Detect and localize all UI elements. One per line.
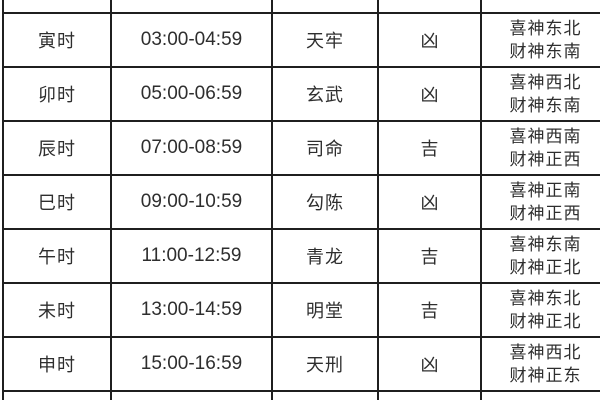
deity-cell: 勾陈 [273,176,379,228]
luck-cell: 吉 [379,284,482,336]
time-range-cell [112,0,273,12]
time-range-cell [112,392,273,400]
deity-cell [273,0,379,12]
hour-cell [4,392,112,400]
time-range-cell: 09:00-10:59 [112,176,273,228]
caishen-label: 财神东南 [509,42,582,61]
time-range-cell: 05:00-06:59 [112,68,273,120]
deity-cell: 玄武 [273,68,379,120]
luck-cell: 凶 [379,338,482,390]
caishen-label: 财神东南 [509,96,582,115]
table-row: 申时 15:00-16:59 天刑 凶 喜神西北 财神正东 [4,338,600,392]
hour-cell: 卯时 [4,68,112,120]
hour-cell [4,0,112,12]
xishen-label: 喜神西北 [509,73,582,92]
table-row: 巳时 09:00-10:59 勾陈 凶 喜神正南 财神正西 [4,176,600,230]
time-range-cell: 11:00-12:59 [112,230,273,282]
directions-cell: 喜神西南 [482,392,600,400]
caishen-label: 财神正北 [509,312,582,331]
luck-cell: 凶 [379,68,482,120]
xishen-label: 喜神东北 [509,19,582,38]
time-range-cell: 07:00-08:59 [112,122,273,174]
table-row: 寅时 03:00-04:59 天牢 凶 喜神东北 财神东南 [4,14,600,68]
directions-cell: 喜神西北 财神正东 [482,338,600,390]
xishen-label: 喜神西南 [509,127,582,146]
deity-cell [273,392,379,400]
hour-cell: 巳时 [4,176,112,228]
caishen-label: 财神正西 [509,150,582,169]
deity-cell: 司命 [273,122,379,174]
xishen-label: 喜神东北 [509,289,582,308]
hour-cell: 辰时 [4,122,112,174]
directions-cell: 喜神东南 财神正北 [482,230,600,282]
luck-cell [379,392,482,400]
luck-cell: 吉 [379,122,482,174]
time-range-cell: 13:00-14:59 [112,284,273,336]
deity-cell: 天牢 [273,14,379,66]
deity-cell: 明堂 [273,284,379,336]
directions-cell: 喜神东北 财神东南 [482,14,600,66]
table-row: 喜神西南 [4,392,600,400]
xishen-label: 喜神东南 [509,235,582,254]
directions-cell: 喜神西北 财神东南 [482,68,600,120]
luck-cell: 凶 [379,176,482,228]
luck-cell: 吉 [379,230,482,282]
deity-cell: 天刑 [273,338,379,390]
luck-cell [379,0,482,12]
hour-cell: 午时 [4,230,112,282]
table-row: 午时 11:00-12:59 青龙 吉 喜神东南 财神正北 [4,230,600,284]
caishen-label: 财神正西 [509,204,582,223]
table-row: 辰时 07:00-08:59 司命 吉 喜神西南 财神正西 [4,122,600,176]
time-range-cell: 15:00-16:59 [112,338,273,390]
directions-cell: 喜神东北 财神正北 [482,284,600,336]
deity-cell: 青龙 [273,230,379,282]
xishen-label: 喜神正南 [509,181,582,200]
table-row: 财神正南 [4,0,600,14]
directions-cell: 喜神正南 财神正西 [482,176,600,228]
hour-cell: 寅时 [4,14,112,66]
luck-cell: 凶 [379,14,482,66]
hour-cell: 申时 [4,338,112,390]
caishen-label: 财神正北 [509,258,582,277]
table-row: 未时 13:00-14:59 明堂 吉 喜神东北 财神正北 [4,284,600,338]
directions-cell: 财神正南 [482,0,600,12]
xishen-label: 喜神西北 [509,343,582,362]
caishen-label: 财神正东 [509,366,582,385]
table-row: 卯时 05:00-06:59 玄武 凶 喜神西北 财神东南 [4,68,600,122]
time-range-cell: 03:00-04:59 [112,14,273,66]
hour-cell: 未时 [4,284,112,336]
directions-cell: 喜神西南 财神正西 [482,122,600,174]
